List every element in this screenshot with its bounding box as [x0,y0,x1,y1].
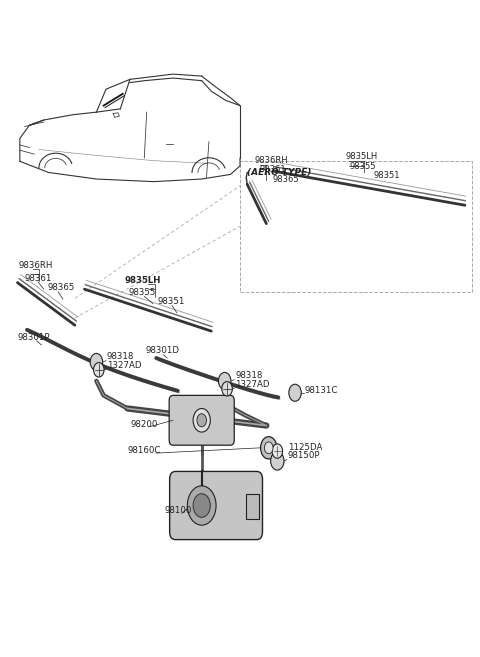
Bar [246,493,259,518]
Circle shape [193,493,210,517]
Text: 1125DA: 1125DA [288,443,322,452]
Text: (AERO TYPE): (AERO TYPE) [247,168,312,177]
Text: 98365: 98365 [48,283,75,292]
Text: 98365: 98365 [273,175,299,184]
FancyBboxPatch shape [169,472,263,539]
Text: 9836RH: 9836RH [19,261,53,270]
Text: 98160C: 98160C [127,446,160,455]
Text: 98318: 98318 [107,352,134,361]
Text: 98361: 98361 [259,166,286,175]
Circle shape [187,486,216,525]
Text: 98351: 98351 [373,171,399,180]
Circle shape [218,373,231,390]
Circle shape [222,382,232,396]
Text: 9835LH: 9835LH [124,275,160,284]
Text: 1327AD: 1327AD [235,380,270,389]
Circle shape [90,353,103,371]
Text: 9836RH: 9836RH [254,156,288,166]
Text: 9835LH: 9835LH [345,152,378,162]
Text: 98100: 98100 [164,507,192,515]
Circle shape [272,444,283,459]
Circle shape [271,452,284,470]
Text: 98301D: 98301D [145,346,179,355]
Circle shape [193,409,210,432]
Text: 98150P: 98150P [288,451,320,461]
Text: 98301P: 98301P [17,332,50,342]
Text: 98361: 98361 [24,273,52,283]
Text: 98200: 98200 [131,420,158,429]
Circle shape [289,384,301,401]
Text: 98355: 98355 [129,288,156,297]
Circle shape [94,363,104,377]
Bar [240,162,472,292]
Circle shape [261,437,277,459]
FancyBboxPatch shape [169,396,234,445]
Text: 98318: 98318 [235,371,263,380]
Text: 98351: 98351 [157,297,185,306]
Circle shape [197,414,206,427]
Circle shape [264,442,273,454]
Text: 1327AD: 1327AD [107,361,142,370]
Text: 98355: 98355 [349,162,376,171]
Text: 98131C: 98131C [305,386,338,395]
